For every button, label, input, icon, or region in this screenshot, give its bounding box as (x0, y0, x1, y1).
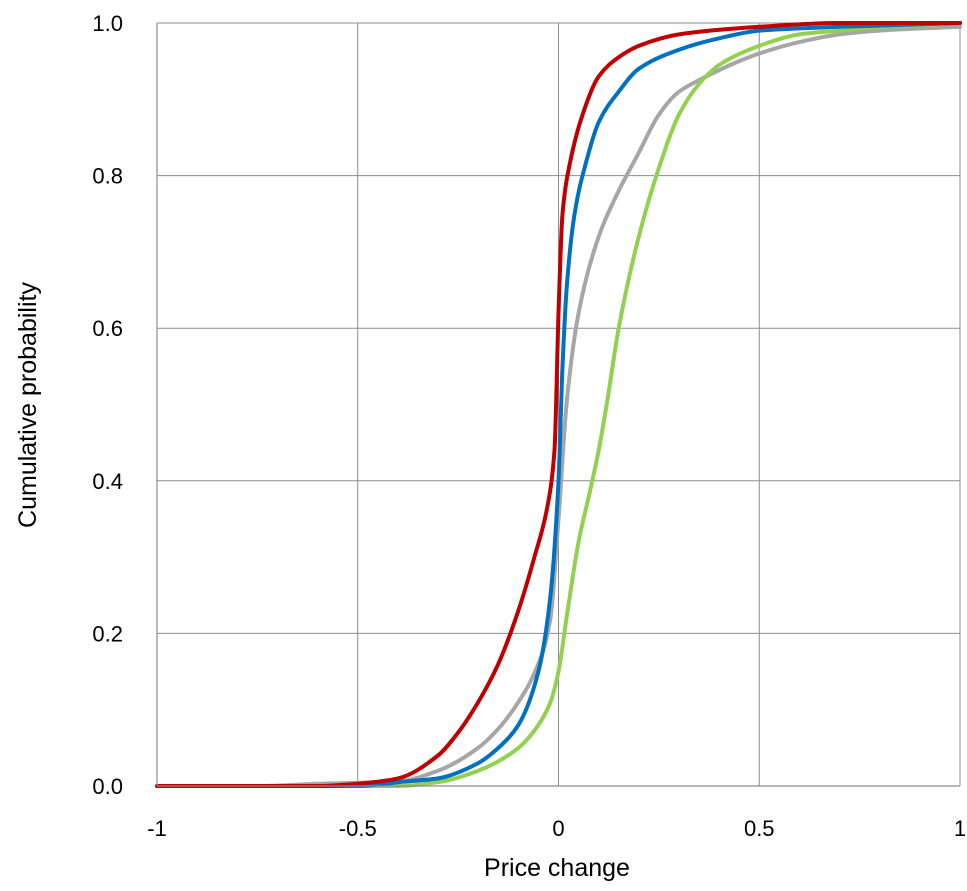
y-tick-label: 0.8 (92, 164, 123, 189)
series-line-3 (155, 21, 962, 789)
tick-labels: -1 -0.5 0 0.5 1 0.0 0.2 0.4 0.6 0.8 1.0 (92, 11, 966, 841)
y-axis-title: Cumulative probability (14, 282, 42, 528)
x-tick-label: 1 (954, 816, 966, 841)
x-axis-title: Price change (484, 854, 630, 882)
y-tick-label: 1.0 (92, 11, 123, 36)
series-line-1 (155, 24, 962, 788)
y-tick-label: 0.6 (92, 316, 123, 341)
y-tick-label: 0.2 (92, 621, 123, 646)
series-line-4 (155, 20, 962, 789)
y-tick-label: 0.0 (92, 774, 123, 799)
x-tick-label: 0.5 (744, 816, 775, 841)
axes (156, 23, 960, 787)
series-layer (155, 20, 962, 789)
x-tick-label: -1 (147, 816, 167, 841)
x-tick-label: -0.5 (339, 816, 377, 841)
series-line-2 (155, 21, 962, 788)
y-tick-label: 0.4 (92, 469, 123, 494)
x-tick-label: 0 (552, 816, 564, 841)
